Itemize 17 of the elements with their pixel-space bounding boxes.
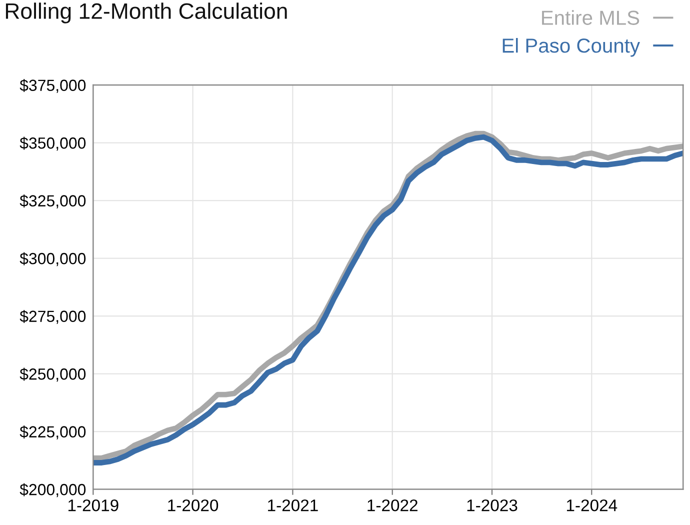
y-tick-label: $350,000	[20, 136, 86, 151]
y-tick-label: $200,000	[20, 483, 86, 498]
x-tick-label: 1-2019	[68, 499, 118, 512]
x-tick-label: 1-2020	[168, 499, 218, 512]
y-tick-label: $375,000	[20, 79, 86, 93]
legend-label: El Paso County	[502, 38, 640, 57]
x-tick-label: 1-2024	[566, 499, 618, 512]
legend-label: Entire MLS	[542, 10, 640, 25]
y-tick-label: $225,000	[20, 426, 86, 440]
x-tick-label: 1-2022	[368, 499, 418, 512]
y-tick-label: $275,000	[20, 310, 86, 324]
y-tick-label: $250,000	[20, 368, 86, 382]
chart-title: Rolling 12-Month Calculation	[6, 2, 287, 24]
y-tick-label: $325,000	[20, 194, 86, 208]
x-tick-label: 1-2023	[467, 499, 518, 512]
y-tick-label: $300,000	[20, 252, 86, 266]
x-tick-label: 1-2021	[268, 499, 318, 512]
